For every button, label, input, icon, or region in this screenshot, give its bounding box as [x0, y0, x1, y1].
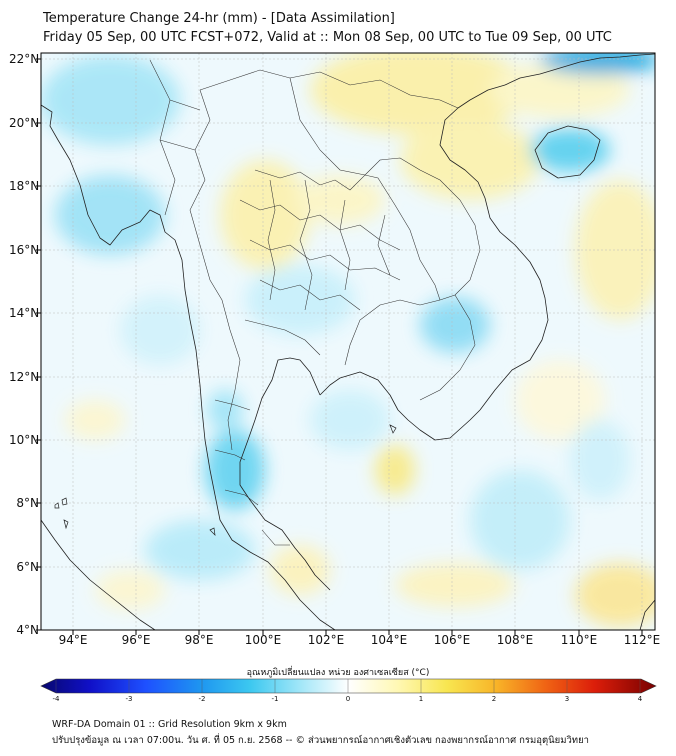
colorbar-tick-label: -4 [52, 695, 60, 703]
lat-label: 6°N [16, 560, 39, 574]
lat-label: 10°N [9, 433, 40, 447]
temperature-change-field [41, 53, 655, 630]
lon-label: 110°E [560, 633, 598, 647]
islands [54, 424, 397, 536]
coastlines [41, 53, 655, 630]
lon-label: 98°E [184, 633, 214, 647]
map-title: Temperature Change 24-hr (mm) - [Data As… [43, 11, 395, 26]
map-subtitle: Friday 05 Sep, 00 UTC FCST+072, Valid at… [43, 30, 612, 45]
admin-borders [149, 59, 481, 546]
colorbar-ticks [55, 679, 641, 693]
lat-label: 12°N [9, 370, 40, 384]
lat-label: 16°N [9, 243, 40, 257]
lat-label: 18°N [9, 179, 40, 193]
colorbar-tick-label: 2 [491, 695, 497, 703]
lon-label: 112°E [623, 633, 661, 647]
lat-label: 14°N [9, 306, 40, 320]
colorbar-tick-label: -2 [198, 695, 206, 703]
lon-label: 102°E [307, 633, 345, 647]
colorbar [40, 678, 657, 694]
axis-ticks [36, 58, 643, 635]
colorbar-title: อุณหภูมิเปลี่ยนแปลง หน่วย องศาเซลเซียส (… [246, 668, 430, 678]
map-figure [36, 52, 657, 694]
lat-label: 4°N [16, 623, 39, 637]
footer-credits: ปรับปรุงข้อมูล ณ เวลา 07:00น. วัน ศ. ที่… [52, 735, 589, 746]
map-frame [40, 52, 656, 631]
colorbar-tick-label: -3 [125, 695, 133, 703]
colorbar-tick-label: 1 [418, 695, 424, 703]
lat-label: 22°N [9, 52, 40, 66]
lon-label: 94°E [58, 633, 88, 647]
colorbar-tick-label: 0 [345, 695, 351, 703]
graticule [41, 53, 655, 630]
lat-label: 20°N [9, 116, 40, 130]
footer-model-info: WRF-DA Domain 01 :: Grid Resolution 9km … [52, 719, 287, 730]
lon-label: 96°E [121, 633, 151, 647]
lon-label: 108°E [496, 633, 534, 647]
colorbar-tick-label: 3 [564, 695, 570, 703]
lat-label: 8°N [16, 496, 39, 510]
colorbar-tick-label: -1 [271, 695, 279, 703]
colorbar-tick-label: 4 [637, 695, 643, 703]
lon-label: 104°E [370, 633, 408, 647]
lon-label: 100°E [244, 633, 282, 647]
lon-label: 106°E [433, 633, 471, 647]
